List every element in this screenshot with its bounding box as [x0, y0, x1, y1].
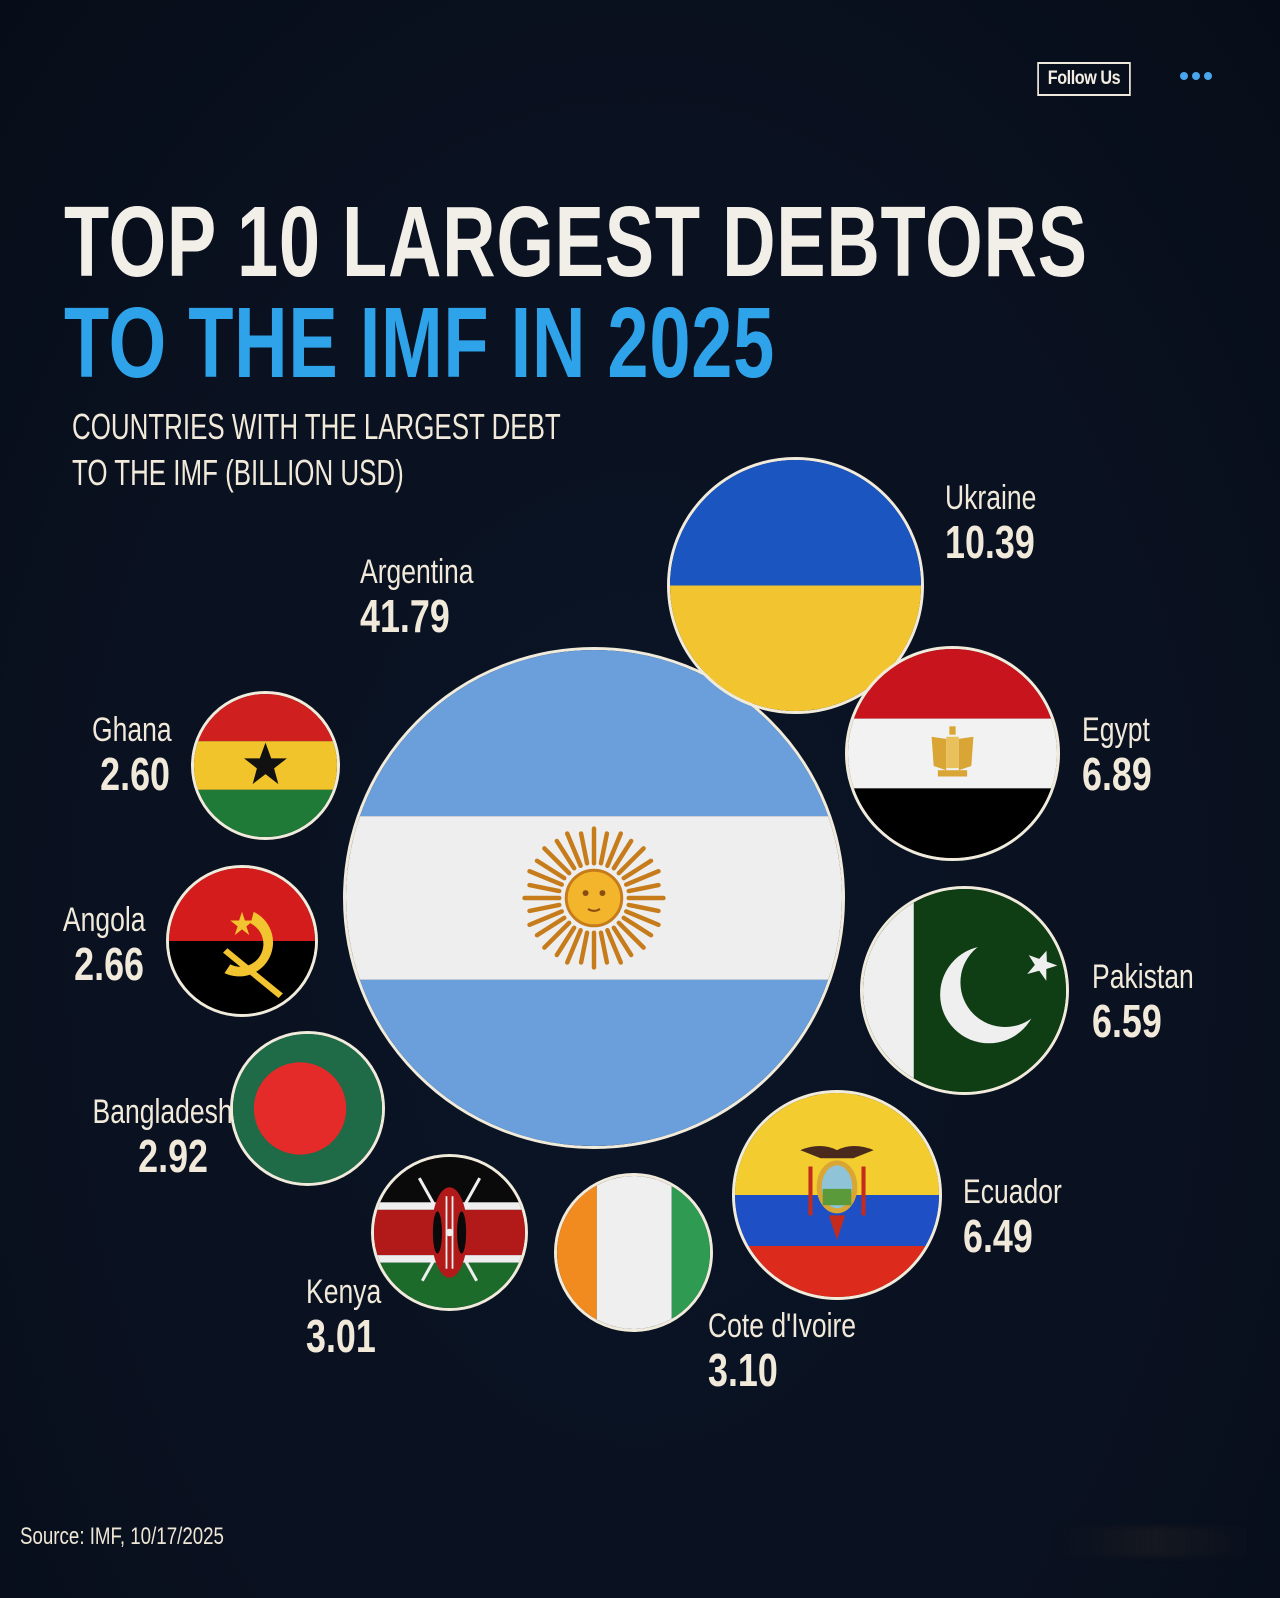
dot	[1204, 72, 1212, 80]
dot	[1180, 72, 1188, 80]
label-argentina: Argentina 41.79	[360, 552, 506, 640]
bubble-argentina	[343, 647, 845, 1149]
bubble-ecuador	[732, 1090, 942, 1300]
country-name: Kenya	[306, 1273, 382, 1311]
country-value: 6.49	[963, 1210, 1033, 1262]
label-egypt: Egypt 6.89	[1082, 710, 1172, 798]
country-name: Argentina	[360, 553, 474, 591]
pakistan-flag-icon	[863, 889, 1066, 1092]
bangladesh-flag-icon	[233, 1034, 382, 1183]
country-value: 6.89	[1082, 748, 1152, 800]
bubble-bangladesh	[230, 1031, 385, 1186]
source-note: Source: IMF, 10/17/2025	[20, 1523, 224, 1550]
label-kenya: Kenya 3.01	[306, 1272, 402, 1360]
label-cote-divoire: Cote d'Ivoire 3.10	[708, 1306, 898, 1394]
subtitle-line-1: COUNTRIES WITH THE LARGEST DEBT	[72, 406, 561, 447]
dot	[1192, 72, 1200, 80]
label-bangladesh: Bangladesh 2.92	[60, 1092, 233, 1182]
title-line-1: TOP 10 LARGEST DEBTORS	[64, 186, 1088, 298]
country-name: Angola	[62, 901, 146, 939]
country-name: Ukraine	[945, 479, 1037, 517]
label-ghana: Ghana 2.60	[70, 710, 172, 800]
country-value: 10.39	[945, 516, 1035, 568]
argentina-flag-icon	[346, 650, 842, 1146]
country-value: 6.59	[1092, 995, 1162, 1047]
country-value: 3.10	[708, 1344, 778, 1396]
label-ecuador: Ecuador 6.49	[963, 1172, 1090, 1260]
angola-flag-icon	[169, 868, 315, 1014]
country-value: 2.92	[138, 1130, 208, 1182]
country-name: Cote d'Ivoire	[708, 1307, 857, 1345]
label-pakistan: Pakistan 6.59	[1092, 957, 1222, 1045]
country-name: Ghana	[92, 711, 172, 749]
bubble-angola	[166, 865, 318, 1017]
subtitle-line-2: TO THE IMF (BILLION USD)	[72, 452, 404, 493]
country-value: 41.79	[360, 590, 450, 642]
country-name: Bangladesh	[92, 1093, 233, 1131]
country-value: 3.01	[306, 1310, 376, 1362]
blurred-watermark	[1055, 1527, 1255, 1557]
subtitle: COUNTRIES WITH THE LARGEST DEBT TO THE I…	[72, 404, 561, 496]
country-name: Ecuador	[963, 1173, 1062, 1211]
bubble-cote-divoire	[554, 1173, 713, 1332]
bubble-ghana	[191, 691, 340, 840]
ecuador-flag-icon	[735, 1093, 939, 1297]
country-name: Pakistan	[1092, 958, 1194, 996]
ellipsis-icon[interactable]	[1180, 72, 1212, 80]
bubble-egypt	[845, 646, 1060, 861]
label-angola: Angola 2.66	[40, 900, 146, 990]
cote-divoire-flag-icon	[557, 1176, 710, 1329]
country-value: 2.60	[100, 748, 170, 800]
ghana-flag-icon	[194, 694, 337, 837]
country-value: 2.66	[74, 938, 144, 990]
title-line-2: TO THE IMF IN 2025	[64, 287, 776, 399]
label-ukraine: Ukraine 10.39	[945, 478, 1062, 566]
bubble-pakistan	[860, 886, 1069, 1095]
follow-us-button[interactable]: Follow Us	[1037, 62, 1131, 96]
country-name: Egypt	[1082, 711, 1150, 749]
egypt-flag-icon	[848, 649, 1057, 858]
